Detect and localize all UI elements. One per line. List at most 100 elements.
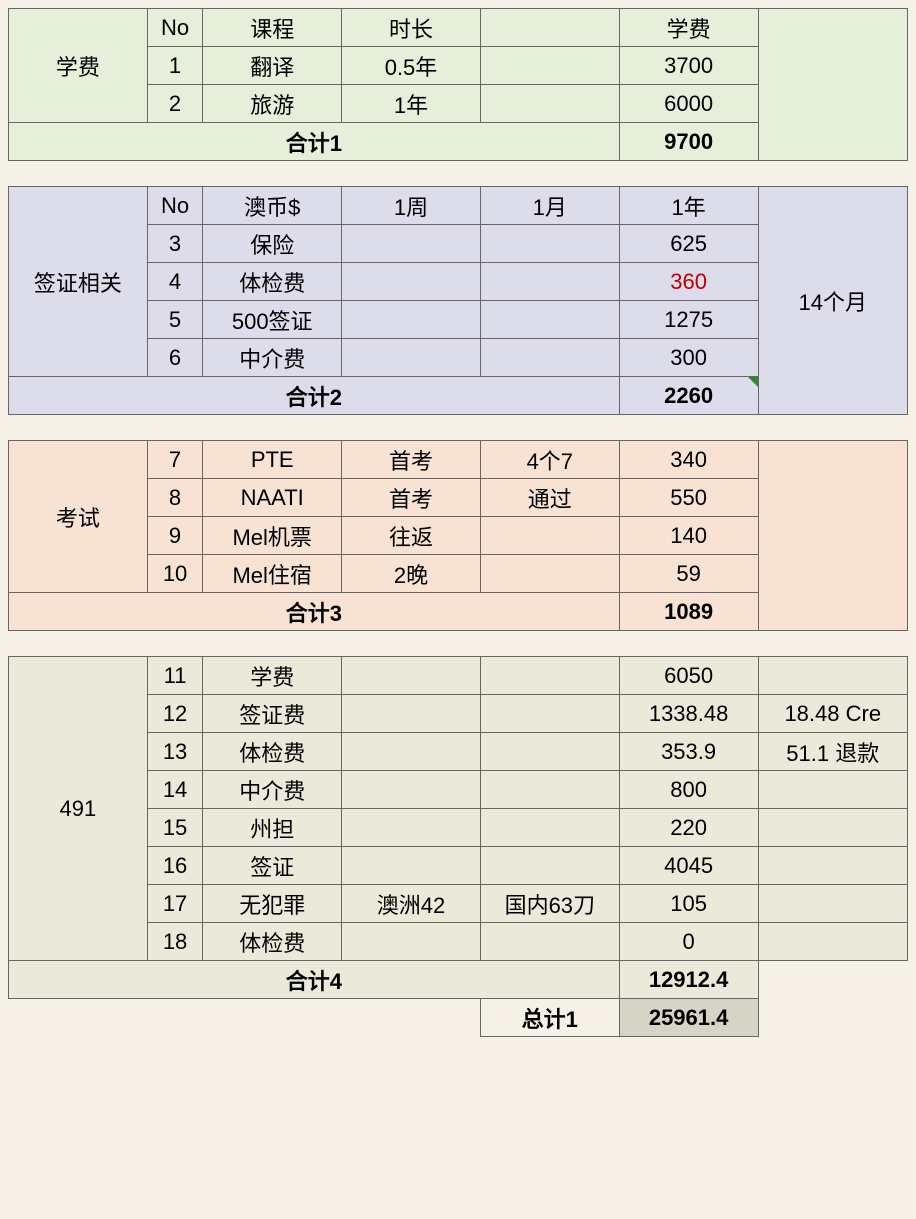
cell-empty: [480, 85, 619, 123]
sec2-hd-aud: 澳币$: [203, 187, 342, 225]
table-cell: 10: [147, 555, 203, 593]
cell-empty: [9, 999, 481, 1037]
sec2-hd-month: 1月: [480, 187, 619, 225]
sec3-subtotal-label: 合计3: [9, 593, 620, 631]
table-cell: 3700: [619, 47, 758, 85]
cell-empty: [758, 923, 908, 961]
table-cell: 625: [619, 225, 758, 263]
table-cell: 105: [619, 885, 758, 923]
table-cell: 2: [147, 85, 203, 123]
table-cell: 中介费: [203, 771, 342, 809]
cell-empty: [480, 301, 619, 339]
cell-empty: [480, 657, 619, 695]
cell-empty: [758, 885, 908, 923]
sec1-hd-course: 课程: [203, 9, 342, 47]
table-cell: 国内63刀: [480, 885, 619, 923]
table-cell: 550: [619, 479, 758, 517]
table-cell: 首考: [342, 441, 481, 479]
table-cell: 首考: [342, 479, 481, 517]
table-cell: 7: [147, 441, 203, 479]
table-cell: 17: [147, 885, 203, 923]
sec3-subtotal: 1089: [619, 593, 758, 631]
table-cell: PTE: [203, 441, 342, 479]
table-cell: 500签证: [203, 301, 342, 339]
sec3-label: 考试: [9, 441, 148, 593]
sec1-label: 学费: [9, 9, 148, 123]
grand-value: 25961.4: [619, 999, 758, 1037]
cell-empty: [480, 809, 619, 847]
table-cell: 5: [147, 301, 203, 339]
sec4-subtotal: 12912.4: [619, 961, 758, 999]
cost-table: 学费 No 课程 时长 学费 1 翻译 0.5年 3700 2 旅游 1年 60…: [8, 8, 908, 1037]
table-cell: 59: [619, 555, 758, 593]
cell-empty: [342, 923, 481, 961]
table-cell: Mel住宿: [203, 555, 342, 593]
table-cell: 2晚: [342, 555, 481, 593]
table-cell: 9: [147, 517, 203, 555]
cell-empty: [480, 923, 619, 961]
cell-empty: [342, 847, 481, 885]
table-cell: 体检费: [203, 733, 342, 771]
cell-empty: [758, 961, 908, 999]
cell-empty: [342, 695, 481, 733]
table-cell: 340: [619, 441, 758, 479]
sec1-hd-no: No: [147, 9, 203, 47]
sec1-hd-fee: 学费: [619, 9, 758, 47]
sec1-subtotal: 9700: [619, 123, 758, 161]
cell-empty: [758, 657, 908, 695]
table-cell: 1年: [342, 85, 481, 123]
table-cell: 体检费: [203, 263, 342, 301]
table-cell: 353.9: [619, 733, 758, 771]
sec2-hd-year: 1年: [619, 187, 758, 225]
cell-empty: [342, 657, 481, 695]
spacer: [9, 631, 908, 657]
table-cell: 0.5年: [342, 47, 481, 85]
table-cell: 保险: [203, 225, 342, 263]
table-cell: 140: [619, 517, 758, 555]
table-cell: 18.48 Cre: [758, 695, 908, 733]
table-cell: 51.1 退款: [758, 733, 908, 771]
table-cell: 6: [147, 339, 203, 377]
table-cell: 18: [147, 923, 203, 961]
table-cell: 300: [619, 339, 758, 377]
cell-empty: [480, 9, 619, 47]
sec2-label: 签证相关: [9, 187, 148, 377]
cell-empty: [480, 339, 619, 377]
table-cell: 6000: [619, 85, 758, 123]
table-cell: 往返: [342, 517, 481, 555]
cell-empty: [342, 809, 481, 847]
sec2-subtotal-label: 合计2: [9, 377, 620, 415]
table-cell: 4: [147, 263, 203, 301]
table-cell: 11: [147, 657, 203, 695]
cell-empty: [480, 47, 619, 85]
grand-label: 总计1: [480, 999, 619, 1037]
table-cell: 旅游: [203, 85, 342, 123]
table-cell-red: 360: [619, 263, 758, 301]
table-cell: 8: [147, 479, 203, 517]
cell-empty: [758, 809, 908, 847]
spacer: [9, 161, 908, 187]
table-cell: 220: [619, 809, 758, 847]
table-cell: 15: [147, 809, 203, 847]
cell-empty: [342, 339, 481, 377]
cell-empty: [480, 771, 619, 809]
table-cell: 6050: [619, 657, 758, 695]
cell-empty: [758, 771, 908, 809]
cell-empty: [342, 771, 481, 809]
cell-empty: [480, 555, 619, 593]
cell-empty: [480, 263, 619, 301]
table-cell: 4045: [619, 847, 758, 885]
table-cell: 800: [619, 771, 758, 809]
cell-empty: [480, 517, 619, 555]
sec2-hd-week: 1周: [342, 187, 481, 225]
sec1-hd-duration: 时长: [342, 9, 481, 47]
table-cell: 州担: [203, 809, 342, 847]
table-cell: 中介费: [203, 339, 342, 377]
cell-empty: [342, 225, 481, 263]
cell-empty: [480, 225, 619, 263]
table-cell: 13: [147, 733, 203, 771]
cell-empty: [480, 847, 619, 885]
table-cell: 1: [147, 47, 203, 85]
table-cell: 16: [147, 847, 203, 885]
table-cell: Mel机票: [203, 517, 342, 555]
